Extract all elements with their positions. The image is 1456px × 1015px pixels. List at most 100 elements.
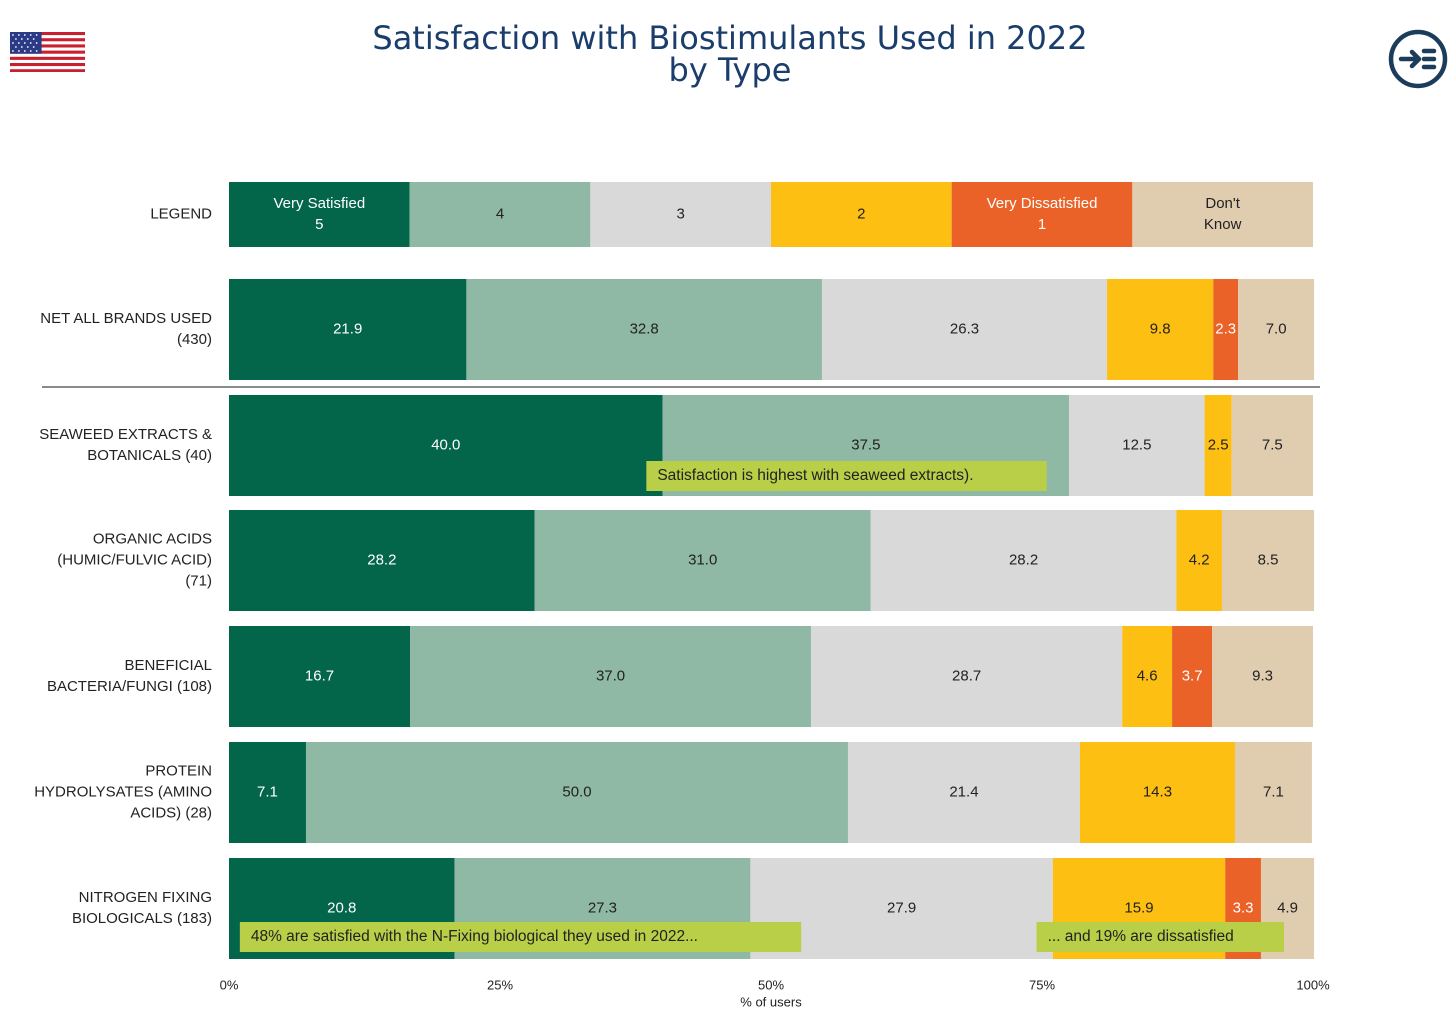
x-tick-label-4: 75% (1029, 977, 1055, 992)
data-label-r5-s4: 14.3 (1143, 783, 1172, 800)
bar-segment-r3-s6 (1221, 510, 1315, 611)
data-label-r2-s1: 40.0 (431, 436, 460, 453)
legend-label-2-line-1: 4 (496, 205, 504, 222)
data-label-r1-s4: 9.8 (1150, 320, 1171, 337)
legend-label-5-line-2: 1 (1038, 216, 1046, 233)
category-label-5-line-3: ACIDS) (28) (130, 804, 212, 821)
legend-label-6-line-1: Don't (1205, 195, 1240, 212)
data-label-r3-s2: 31.0 (688, 551, 717, 568)
arrow-right-circle-logo-icon (1388, 29, 1448, 89)
bar-segment-r5-s2 (305, 742, 848, 843)
category-label-5-line-1: PROTEIN (145, 762, 212, 779)
bar-segment-r2-s6 (1231, 395, 1313, 496)
bar-segment-r4-s3 (811, 626, 1123, 727)
category-label-4-line-1: BENEFICIAL (124, 657, 212, 674)
legend-row-label: LEGEND (150, 205, 212, 222)
bar-segment-r2-s4 (1204, 395, 1232, 496)
legend-swatch-3 (590, 182, 771, 247)
us-flag-icon (10, 32, 85, 72)
bar-segment-r2-s3 (1069, 395, 1205, 496)
x-tick-label-2: 25% (487, 977, 513, 992)
category-label-4-line-2: BACTERIA/FUNGI (108) (47, 678, 212, 695)
data-label-r1-s5: 2.3 (1215, 320, 1236, 337)
chart-title-line-2: by Type (668, 51, 792, 89)
chart-title: Satisfaction with Biostimulants Used in … (300, 22, 1160, 86)
data-label-r4-s2: 37.0 (596, 667, 625, 684)
x-tick-label-1: 0% (220, 977, 239, 992)
data-label-r3-s4: 4.2 (1189, 551, 1210, 568)
data-label-r4-s5: 3.7 (1182, 667, 1203, 684)
data-label-r3-s3: 28.2 (1009, 551, 1038, 568)
data-label-r5-s3: 21.4 (949, 783, 978, 800)
bar-segment-r4-s1 (229, 626, 411, 727)
category-label-2-line-1: SEAWEED EXTRACTS & (39, 426, 212, 443)
data-label-r6-s4: 15.9 (1124, 899, 1153, 916)
data-label-r1-s6: 7.0 (1266, 320, 1287, 337)
annotation-box-3 (1036, 922, 1284, 952)
bar-segment-r1-s3 (821, 279, 1108, 380)
data-label-r6-s3: 27.9 (887, 899, 916, 916)
legend-label-4-line-1: 2 (857, 205, 865, 222)
legend-swatch-5 (951, 182, 1133, 247)
bar-segment-r1-s1 (229, 279, 467, 380)
category-label-3-line-1: ORGANIC ACIDS (93, 530, 212, 547)
data-label-r6-s1: 20.8 (327, 899, 356, 916)
annotation-text-3: ... and 19% are dissatisfied (1048, 928, 1234, 945)
bar-segment-r5-s3 (847, 742, 1080, 843)
legend-swatch-6 (1132, 182, 1313, 247)
data-label-r1-s1: 21.9 (333, 320, 362, 337)
data-label-r3-s6: 8.5 (1258, 551, 1279, 568)
data-label-r2-s6: 7.5 (1262, 436, 1283, 453)
bar-segment-r3-s4 (1176, 510, 1222, 611)
x-tick-label-5: 100% (1296, 977, 1330, 992)
chart-title-line-1: Satisfaction with Biostimulants Used in … (372, 19, 1088, 57)
data-label-r2-s4: 2.5 (1208, 436, 1229, 453)
category-label-3-line-2: (HUMIC/FULVIC ACID) (57, 551, 212, 568)
bar-segment-r4-s5 (1172, 626, 1213, 727)
bar-segment-r3-s3 (870, 510, 1177, 611)
annotation-text-2: 48% are satisfied with the N-Fixing biol… (251, 928, 698, 945)
data-label-r5-s6: 7.1 (1263, 783, 1284, 800)
category-label-6-line-2: BIOLOGICALS (183) (72, 910, 212, 927)
data-label-r6-s5: 3.3 (1233, 899, 1254, 916)
category-label-5-line-2: HYDROLYSATES (AMINO (34, 783, 212, 800)
legend-swatch-1 (229, 182, 410, 247)
category-label-2-line-2: BOTANICALS (40) (87, 447, 212, 464)
data-label-r2-s3: 12.5 (1122, 436, 1151, 453)
bar-segment-r1-s5 (1213, 279, 1239, 380)
data-label-r5-s2: 50.0 (562, 783, 591, 800)
data-label-r4-s3: 28.7 (952, 667, 981, 684)
annotation-box-1 (646, 461, 1047, 491)
bar-segment-r4-s2 (410, 626, 812, 727)
data-label-r6-s2: 27.3 (588, 899, 617, 916)
data-label-r3-s1: 28.2 (367, 551, 396, 568)
category-label-6-line-1: NITROGEN FIXING (79, 889, 212, 906)
category-label-3-line-3: (71) (185, 572, 212, 589)
legend-label-5-line-1: Very Dissatisfied (987, 195, 1098, 212)
bar-segment-r2-s1 (229, 395, 663, 496)
data-label-r4-s4: 4.6 (1137, 667, 1158, 684)
x-tick-label-3: 50% (758, 977, 784, 992)
data-label-r1-s3: 26.3 (950, 320, 979, 337)
bar-segment-r1-s2 (466, 279, 822, 380)
annotation-box-2 (239, 922, 802, 952)
data-label-r4-s6: 9.3 (1252, 667, 1273, 684)
bar-segment-r5-s4 (1079, 742, 1235, 843)
legend-label-3-line-1: 3 (676, 205, 684, 222)
bar-segment-r1-s4 (1107, 279, 1214, 380)
bar-segment-r4-s4 (1122, 626, 1173, 727)
category-label-1-line-2: (430) (177, 331, 212, 348)
legend-swatch-2 (409, 182, 591, 247)
bar-segment-r5-s1 (229, 742, 306, 843)
bar-segment-r3-s2 (534, 510, 871, 611)
bar-segment-r5-s6 (1234, 742, 1312, 843)
x-axis-label: % of users (740, 994, 802, 1009)
bar-segment-r1-s6 (1238, 279, 1315, 380)
bar-segment-r4-s6 (1212, 626, 1313, 727)
legend-label-1-line-2: 5 (315, 216, 323, 233)
legend-label-6-line-2: Know (1204, 216, 1242, 233)
data-label-r5-s1: 7.1 (257, 783, 278, 800)
annotation-text-1: Satisfaction is highest with seaweed ext… (657, 467, 973, 484)
category-label-1-line-1: NET ALL BRANDS USED (40, 310, 212, 327)
